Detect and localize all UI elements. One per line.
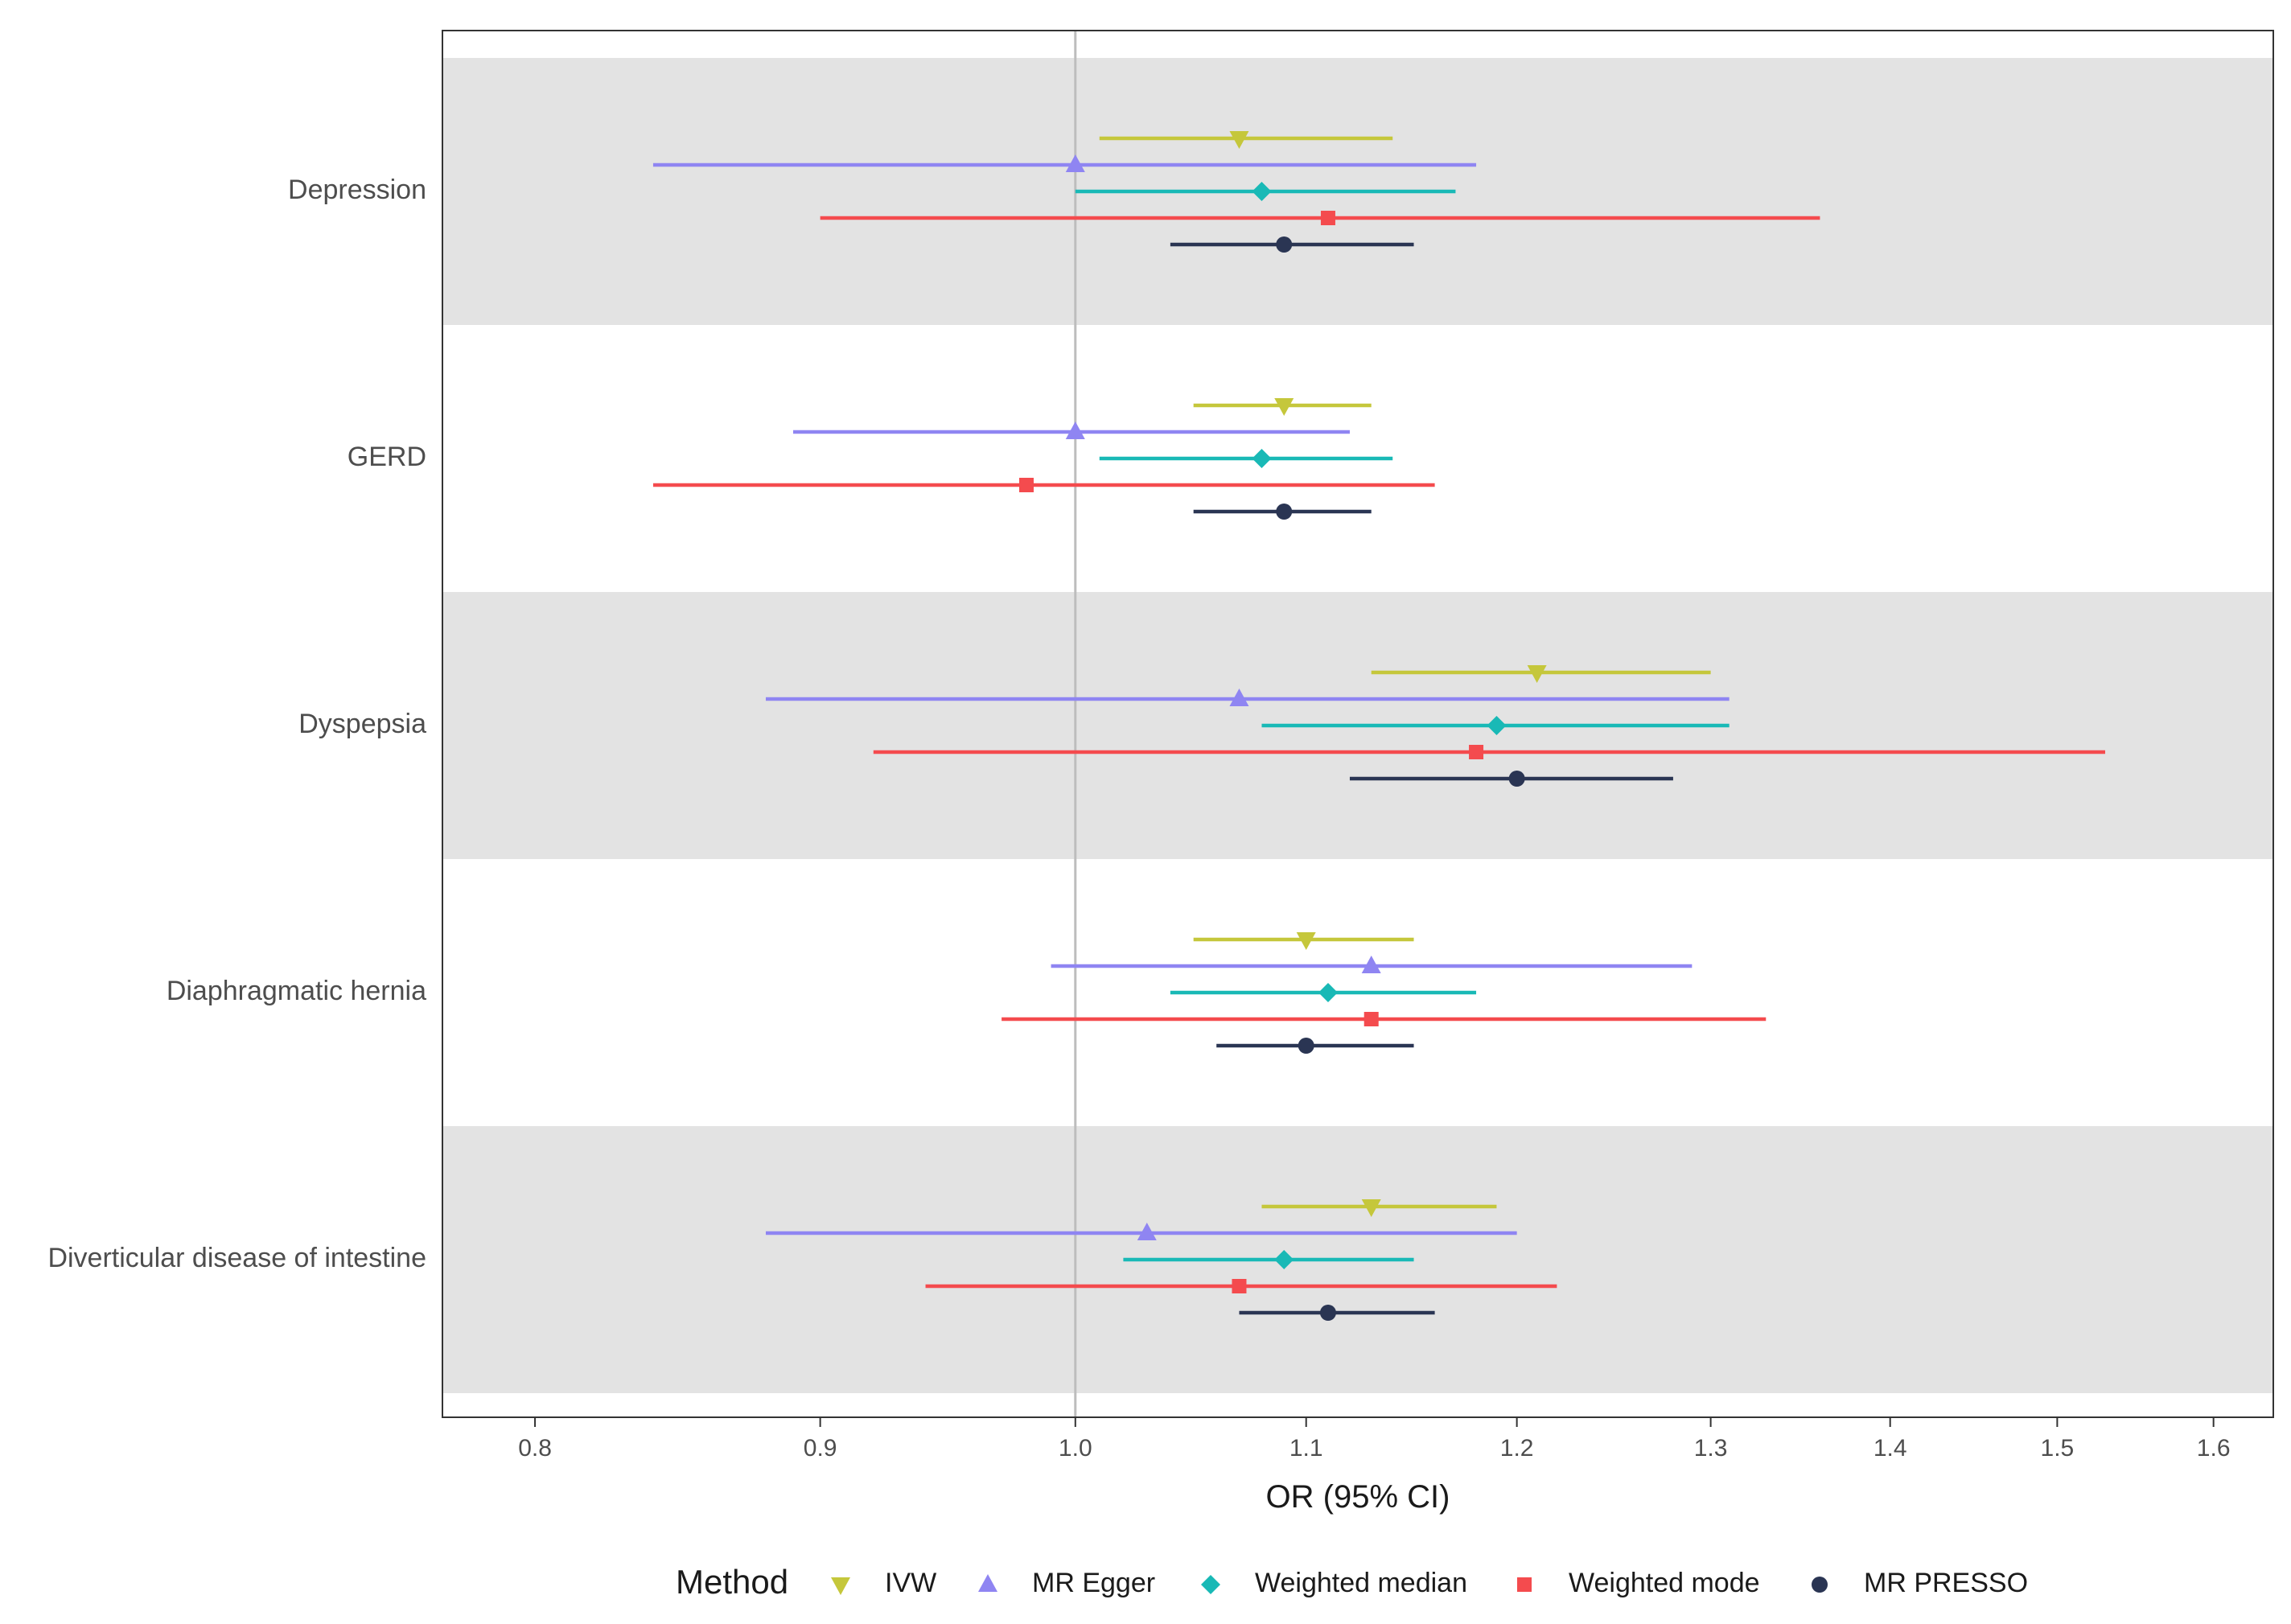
x-tick-label: 1.3 bbox=[1694, 1435, 1728, 1462]
point-mr-egger-diverticular-disease-of-intestine bbox=[1137, 1223, 1157, 1240]
legend-label-mr-egger: MR Egger bbox=[1032, 1568, 1155, 1598]
x-tick-label: 1.1 bbox=[1289, 1435, 1323, 1462]
point-ivw-diverticular-disease-of-intestine bbox=[1361, 1199, 1381, 1217]
point-weighted-median-diaphragmatic-hernia bbox=[1318, 983, 1338, 1002]
point-mr-egger-depression bbox=[1065, 154, 1085, 172]
point-mr-presso-dyspepsia bbox=[1508, 771, 1525, 787]
point-mr-egger-diaphragmatic-hernia bbox=[1361, 956, 1381, 973]
point-weighted-mode-diaphragmatic-hernia bbox=[1363, 1012, 1379, 1026]
point-weighted-median-depression bbox=[1252, 182, 1272, 201]
category-label: Diaphragmatic hernia bbox=[167, 976, 426, 1006]
x-tick-label: 1.6 bbox=[2197, 1435, 2231, 1462]
point-weighted-median-gerd bbox=[1252, 449, 1272, 468]
point-mr-egger-gerd bbox=[1065, 421, 1085, 439]
x-tick-label: 1.2 bbox=[1500, 1435, 1534, 1462]
point-weighted-mode-diverticular-disease-of-intestine bbox=[1232, 1279, 1247, 1293]
point-mr-presso-diverticular-disease-of-intestine bbox=[1319, 1305, 1336, 1321]
point-weighted-mode-gerd bbox=[1018, 478, 1034, 492]
legend-label-weighted-mode: Weighted mode bbox=[1569, 1568, 1760, 1598]
point-weighted-median-diverticular-disease-of-intestine bbox=[1274, 1250, 1294, 1269]
category-label: Diverticular disease of intestine bbox=[47, 1243, 426, 1273]
legend-key-weighted-median bbox=[1201, 1575, 1220, 1594]
x-axis-title: OR (95% CI) bbox=[1266, 1479, 1450, 1515]
legend-key-mr-egger bbox=[978, 1574, 997, 1592]
legend-label-weighted-median: Weighted median bbox=[1255, 1568, 1467, 1598]
legend-key-mr-presso bbox=[1812, 1577, 1828, 1593]
point-weighted-median-dyspepsia bbox=[1487, 716, 1507, 735]
legend-label-mr-presso: MR PRESSO bbox=[1864, 1568, 2028, 1598]
x-tick-label: 1.5 bbox=[2041, 1435, 2075, 1462]
legend-key-ivw bbox=[831, 1577, 850, 1595]
category-label: GERD bbox=[348, 442, 426, 472]
x-tick-label: 1.4 bbox=[1874, 1435, 1907, 1462]
x-tick-label: 0.9 bbox=[804, 1435, 837, 1462]
point-ivw-dyspepsia bbox=[1527, 665, 1547, 683]
legend-label-ivw: IVW bbox=[885, 1568, 936, 1598]
x-tick-label: 1.0 bbox=[1059, 1435, 1092, 1462]
point-weighted-mode-depression bbox=[1320, 211, 1335, 225]
x-tick-label: 0.8 bbox=[518, 1435, 552, 1462]
legend-key-weighted-mode bbox=[1517, 1577, 1532, 1592]
legend-title: Method bbox=[676, 1563, 788, 1601]
x-axis-ticks: 0.8 0.9 1.0 1.1 1.2 1.3 1.4 1.5 1.6 bbox=[518, 1417, 2231, 1462]
point-estimates bbox=[1018, 131, 1547, 1321]
category-labels: Depression GERD Dyspepsia Diaphragmatic her… bbox=[47, 175, 426, 1273]
point-ivw-gerd bbox=[1274, 398, 1294, 416]
point-weighted-mode-dyspepsia bbox=[1469, 745, 1484, 759]
point-mr-presso-gerd bbox=[1276, 504, 1293, 520]
point-ivw-diaphragmatic-hernia bbox=[1296, 932, 1316, 950]
legend: Method IVW MR Egger Weighted median Weighte… bbox=[676, 1563, 2028, 1601]
panel-border bbox=[442, 30, 2274, 1418]
point-mr-presso-diaphragmatic-hernia bbox=[1298, 1038, 1314, 1054]
category-label: Depression bbox=[288, 175, 426, 205]
point-mr-egger-dyspepsia bbox=[1229, 689, 1249, 706]
point-ivw-depression bbox=[1229, 131, 1249, 149]
point-mr-presso-depression bbox=[1276, 236, 1293, 253]
category-label: Dyspepsia bbox=[298, 709, 426, 739]
